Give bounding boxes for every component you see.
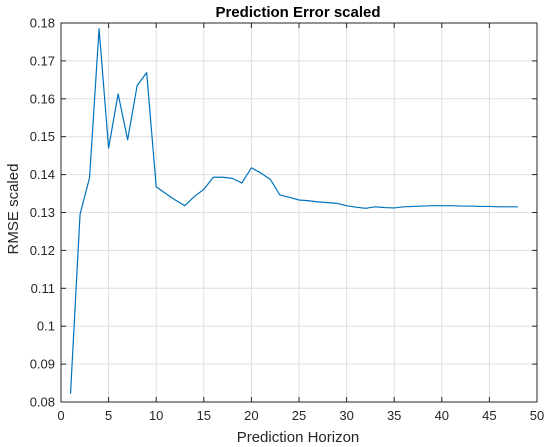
x-tick-label: 20 xyxy=(244,408,258,423)
x-tick-label: 5 xyxy=(105,408,112,423)
x-axis-label: Prediction Horizon xyxy=(237,429,360,446)
x-tick-label: 35 xyxy=(387,408,401,423)
y-tick-label: 0.14 xyxy=(30,167,55,182)
y-tick-label: 0.16 xyxy=(30,91,55,106)
y-tick-label: 0.17 xyxy=(30,53,55,68)
y-tick-label: 0.12 xyxy=(30,243,55,258)
y-tick-label: 0.11 xyxy=(31,281,55,296)
x-tick-label: 40 xyxy=(435,408,449,423)
x-tick-label: 15 xyxy=(197,408,211,423)
y-tick-label: 0.1 xyxy=(37,319,55,334)
grid-lines xyxy=(60,22,538,403)
chart-title: Prediction Error scaled xyxy=(215,4,380,21)
x-tick-label: 25 xyxy=(292,408,306,423)
y-tick-label: 0.09 xyxy=(30,357,55,372)
series-line xyxy=(69,28,518,394)
x-tick-labels: 0 5 10 15 20 25 30 35 40 45 50 xyxy=(57,408,544,423)
x-tick-label: 10 xyxy=(149,408,163,423)
x-tick-label: 50 xyxy=(530,408,544,423)
y-tick-label: 0.13 xyxy=(30,205,55,220)
y-tick-label: 0.15 xyxy=(30,129,55,144)
x-tick-label: 30 xyxy=(339,408,353,423)
x-tick-label: 0 xyxy=(57,408,64,423)
series-layer xyxy=(69,28,518,394)
y-tick-label: 0.08 xyxy=(30,395,55,410)
x-tick-label: 45 xyxy=(482,408,496,423)
axis-ticks xyxy=(60,22,538,403)
y-axis-label: RMSE scaled xyxy=(5,164,22,255)
y-tick-label: 0.18 xyxy=(30,16,55,31)
y-tick-labels: 0.08 0.09 0.1 0.11 0.12 0.13 0.14 0.15 0.16 0.17 0… xyxy=(30,16,55,410)
